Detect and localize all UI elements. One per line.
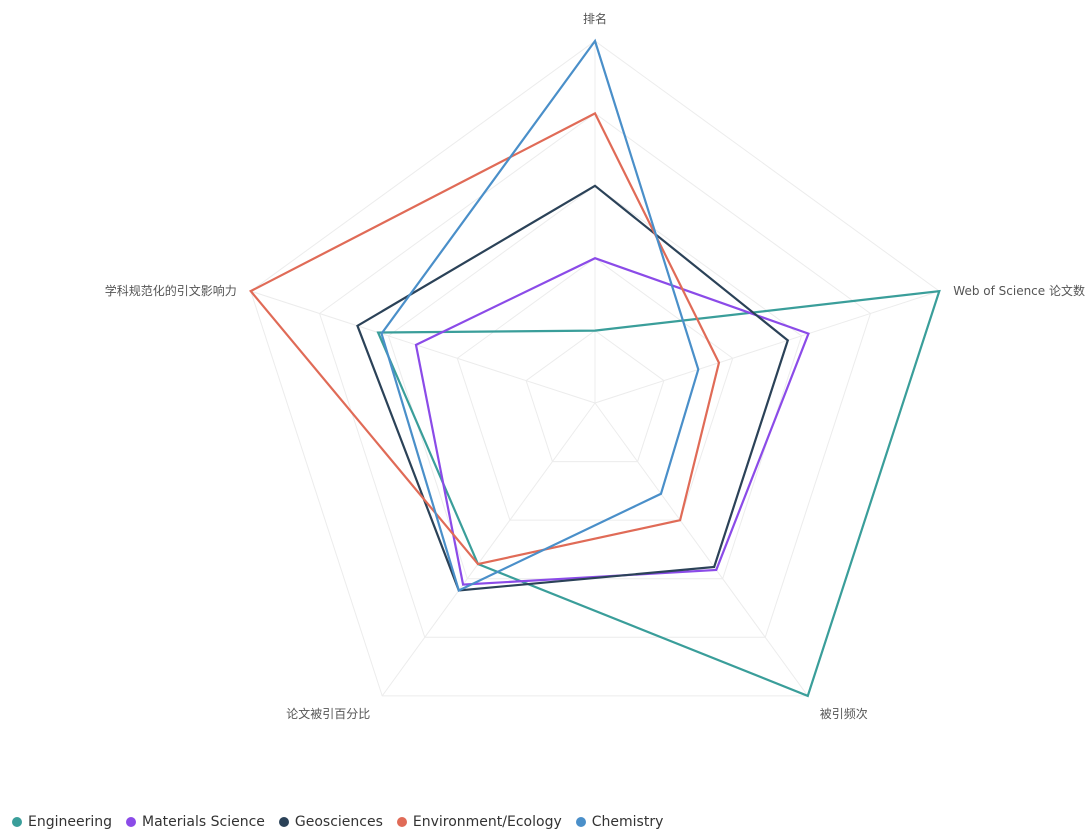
axis-spoke-4 xyxy=(381,402,596,697)
legend: Engineering Materials Science Geosciences E… xyxy=(12,814,677,830)
legend-item-chemistry[interactable]: Chemistry xyxy=(575,814,664,830)
grid-ring-5 xyxy=(250,40,940,697)
axis-label-5: 学科规范化的引文影响力 xyxy=(105,283,237,298)
grid-ring-4 xyxy=(318,112,872,638)
legend-label: Engineering xyxy=(28,814,112,830)
legend-marker xyxy=(12,817,22,827)
axis-label-3: 被引频次 xyxy=(820,707,868,721)
legend-item-materials-science[interactable]: Materials Science xyxy=(126,814,265,830)
legend-label: Chemistry xyxy=(591,814,664,830)
axis-spoke-3 xyxy=(594,402,809,697)
legend-item-geosciences[interactable]: Geosciences xyxy=(278,814,383,830)
axis-label-4: 论文被引百分比 xyxy=(286,706,370,721)
axis-label-1: 排名 xyxy=(583,11,607,26)
grid-ring-2 xyxy=(456,257,734,521)
legend-marker xyxy=(278,817,289,827)
legend-item-environment-ecology[interactable]: Environment/Ecology xyxy=(396,814,562,830)
legend-item-engineering[interactable]: Engineering xyxy=(12,814,112,830)
axis-spoke-2 xyxy=(594,290,940,404)
series-line-environment-ecology xyxy=(248,111,721,566)
radar-series xyxy=(248,38,941,698)
legend-label: Geosciences xyxy=(294,814,383,830)
series-line-geosciences xyxy=(356,184,790,592)
axis-label-2: Web of Science 论文数 xyxy=(953,283,1085,298)
series-line-engineering xyxy=(376,289,941,698)
legend-label: Environment/Ecology xyxy=(412,814,562,830)
radar-grid xyxy=(250,40,940,697)
legend-label: Materials Science xyxy=(142,814,265,830)
series-line-chemistry xyxy=(380,38,700,592)
legend-marker xyxy=(575,817,586,827)
grid-ring-1 xyxy=(525,329,665,463)
legend-marker xyxy=(126,817,136,827)
legend-marker xyxy=(396,817,407,827)
series-line-materials-science xyxy=(414,257,810,586)
axis-spoke-5 xyxy=(250,290,596,404)
